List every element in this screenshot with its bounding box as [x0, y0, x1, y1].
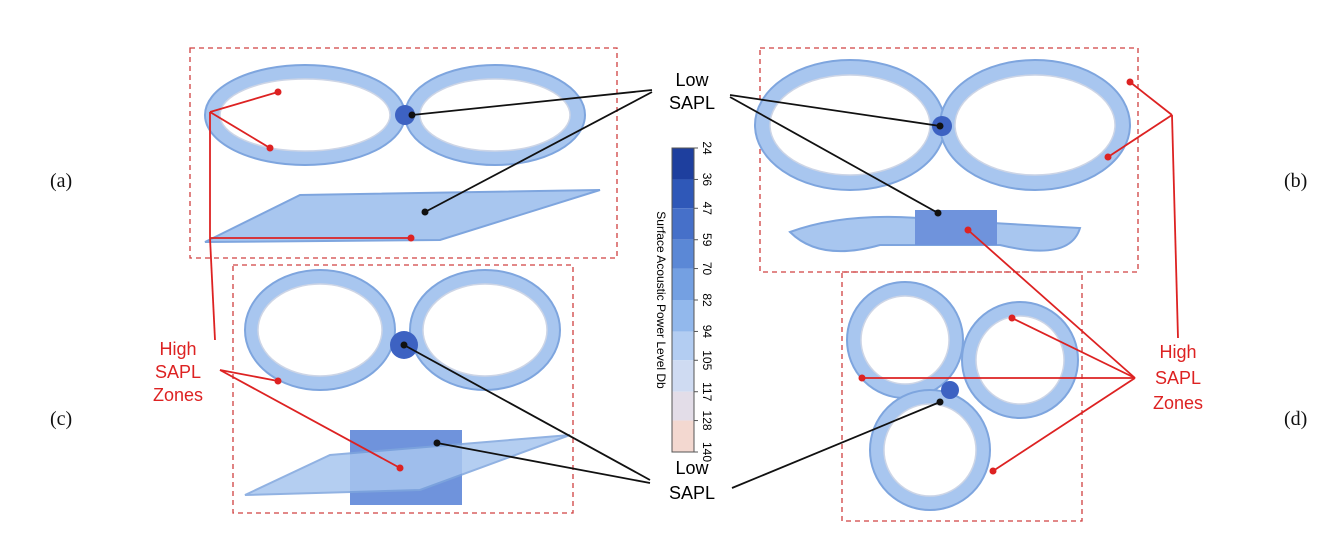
high-label: High	[1159, 342, 1196, 362]
low-label: SAPL	[669, 483, 715, 503]
low-label: Low	[675, 70, 709, 90]
panel-label: (d)	[1284, 408, 1307, 430]
hub-side	[915, 210, 997, 245]
panel-label: (b)	[1284, 170, 1307, 192]
colorbar-tick-label: 47	[700, 202, 714, 216]
colorbar-tick-label: 128	[700, 411, 714, 431]
high-label: High	[159, 339, 196, 359]
figure: (a) (b) (c) (d) Low SAPL Low SAPL High S…	[0, 0, 1344, 534]
colorbar-tick-label: 94	[700, 325, 714, 339]
colorbar-band	[672, 360, 694, 391]
colorbar-tick-label: 82	[700, 293, 714, 307]
colorbar-title: Surface Acoustic Power Level Db	[654, 211, 668, 389]
colorbar-tick-label: 117	[700, 382, 714, 401]
colorbar-band	[672, 148, 694, 179]
colorbar-band	[672, 179, 694, 208]
colorbar-tick-label: 59	[700, 233, 714, 247]
colorbar-band	[672, 421, 694, 452]
colorbar-band	[672, 269, 694, 300]
high-label: SAPL	[1155, 368, 1201, 388]
colorbar-tick-label: 105	[700, 350, 714, 370]
colorbar-band	[672, 331, 694, 360]
colorbar-band	[672, 240, 694, 269]
high-label: Zones	[1153, 393, 1203, 413]
high-label: Zones	[153, 385, 203, 405]
colorbar-tick-label: 140	[700, 442, 714, 462]
colorbar-band	[672, 300, 694, 331]
panel-label: (c)	[50, 408, 72, 430]
colorbar-tick-label: 70	[700, 262, 714, 276]
high-label: SAPL	[155, 362, 201, 382]
low-label: SAPL	[669, 93, 715, 113]
colorbar-tick-label: 24	[700, 141, 714, 155]
colorbar-band	[672, 392, 694, 421]
colorbar-band	[672, 208, 694, 239]
panel-label: (a)	[50, 170, 72, 192]
colorbar-tick-label: 36	[700, 173, 714, 187]
